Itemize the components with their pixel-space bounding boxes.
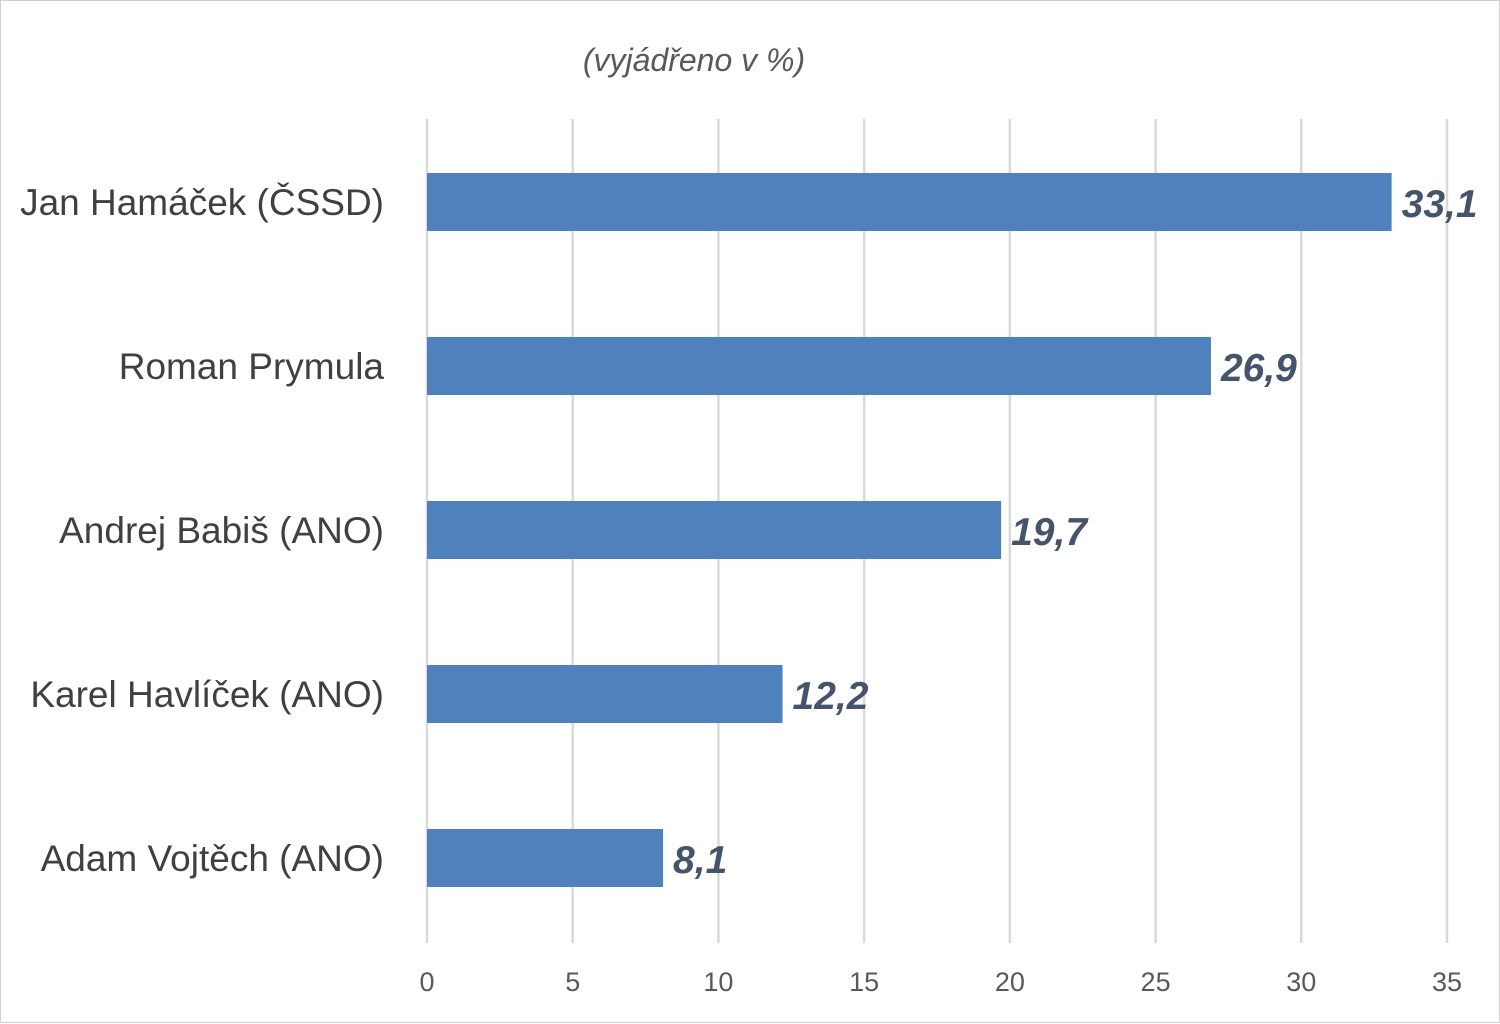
data-label: 12,2 (793, 675, 869, 718)
category-label: Karel Havlíček (ANO) (30, 674, 384, 715)
bar (427, 501, 1002, 559)
category-labels: Jan Hamáček (ČSSD) Roman Prymula Andrej Ba… (20, 182, 384, 879)
data-label: 26,9 (1220, 347, 1297, 390)
x-tick-label: 25 (1141, 967, 1171, 997)
category-label: Andrej Babiš (ANO) (59, 510, 384, 551)
x-tick-label: 0 (419, 967, 434, 997)
bars (427, 173, 1392, 887)
x-tick-label: 15 (849, 967, 879, 997)
category-label: Roman Prymula (119, 346, 385, 387)
category-label: Jan Hamáček (ČSSD) (20, 182, 384, 223)
x-tick-label: 5 (565, 967, 580, 997)
data-label: 33,1 (1402, 183, 1478, 226)
bar (427, 829, 664, 887)
data-label: 8,1 (673, 839, 727, 882)
x-tick-label: 30 (1286, 967, 1316, 997)
bar (427, 173, 1392, 231)
bar (427, 665, 783, 723)
chart-subtitle: (vyjádřeno v %) (583, 42, 805, 78)
x-tick-label: 35 (1432, 967, 1462, 997)
x-axis-ticks: 0 5 10 15 20 25 30 35 (419, 967, 1462, 997)
x-tick-label: 20 (995, 967, 1025, 997)
data-labels: 33,1 26,9 19,7 12,2 8,1 (673, 183, 1477, 882)
bar (427, 337, 1211, 395)
category-label: Adam Vojtěch (ANO) (41, 838, 384, 879)
x-tick-label: 10 (703, 967, 733, 997)
data-label: 19,7 (1011, 511, 1089, 554)
